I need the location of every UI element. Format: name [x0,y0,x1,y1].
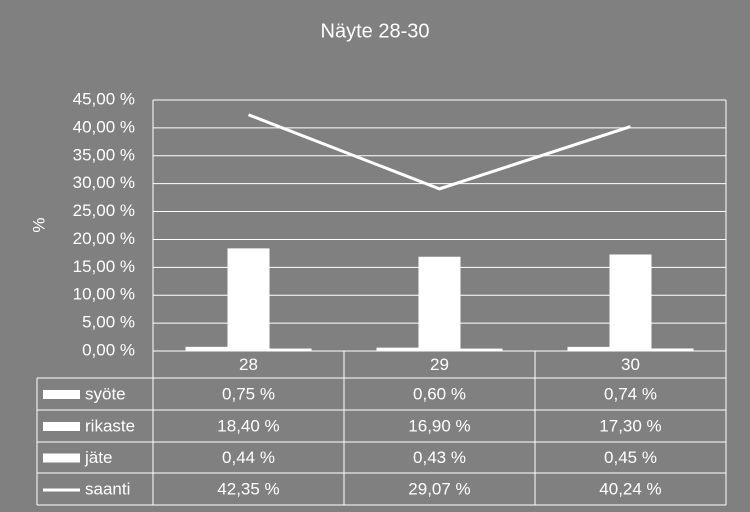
y-tick-label: 20,00 % [73,229,135,248]
table-value: 17,30 % [599,416,661,435]
bar [418,256,461,351]
y-tick-label: 10,00 % [73,285,135,304]
table-value: 29,07 % [408,479,470,498]
legend-key [43,390,80,399]
x-tick-label: 30 [621,355,640,374]
table-value: 0,60 % [413,384,466,403]
bar [185,346,228,351]
x-tick-label: 28 [239,355,258,374]
legend-label: syöte [85,384,126,403]
chart-title: Näyte 28-30 [321,20,430,42]
table-value: 18,40 % [217,416,279,435]
bar [269,348,312,351]
y-tick-label: 30,00 % [73,173,135,192]
legend-key [43,453,80,463]
y-tick-label: 5,00 % [82,313,135,332]
legend-label: rikaste [85,416,135,435]
bar [567,346,610,351]
table-value: 0,74 % [604,384,657,403]
bar [460,348,503,351]
table-value: 0,45 % [604,448,657,467]
y-tick-label: 45,00 % [73,89,135,108]
bar [609,254,652,351]
bar [227,248,270,351]
y-tick-label: 0,00 % [82,340,135,359]
table-value: 0,44 % [222,448,275,467]
table-value: 42,35 % [217,479,279,498]
legend-label: saanti [85,479,130,498]
y-tick-label: 40,00 % [73,117,135,136]
table-value: 40,24 % [599,479,661,498]
table-value: 0,43 % [413,448,466,467]
table-value: 0,75 % [222,384,275,403]
bar [376,347,419,351]
legend-key [43,422,80,431]
y-axis-label: % [29,217,48,232]
table-value: 16,90 % [408,416,470,435]
bar [651,348,694,351]
legend-label: jäte [84,448,112,467]
x-tick-label: 29 [430,355,449,374]
y-tick-label: 15,00 % [73,257,135,276]
line [247,113,631,191]
y-tick-label: 25,00 % [73,201,135,220]
y-tick-label: 35,00 % [73,145,135,164]
